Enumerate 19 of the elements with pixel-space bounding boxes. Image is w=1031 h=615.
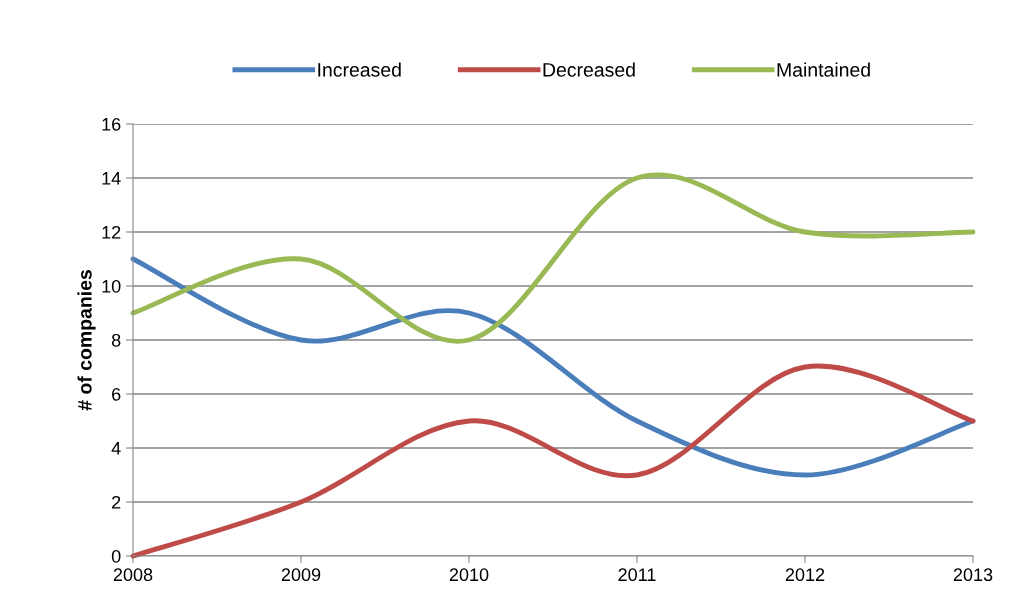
x-tick-label: 2010 <box>449 568 489 582</box>
y-tick-label: 16 <box>102 117 121 131</box>
y-tick-label: 10 <box>102 279 121 293</box>
x-tick-label: 2013 <box>953 568 993 582</box>
y-tick-label: 4 <box>111 442 121 455</box>
y-tick-label: 8 <box>111 333 121 347</box>
y-axis-title: # of companies <box>77 270 96 411</box>
legend-label: Decreased <box>543 62 635 77</box>
y-tick-label: 6 <box>112 387 121 401</box>
y-tick-label: 2 <box>112 495 121 509</box>
x-tick-label: 2012 <box>785 568 825 582</box>
y-tick-label: 12 <box>102 225 121 239</box>
legend-label: Maintained <box>777 62 870 77</box>
y-tick-label: 14 <box>102 172 121 185</box>
y-tick-label: 0 <box>111 549 121 563</box>
x-tick-label: 2009 <box>281 568 321 582</box>
x-tick-label: 2011 <box>618 568 656 582</box>
legend-label: Increased <box>318 62 401 77</box>
x-tick-label: 2008 <box>113 568 153 582</box>
